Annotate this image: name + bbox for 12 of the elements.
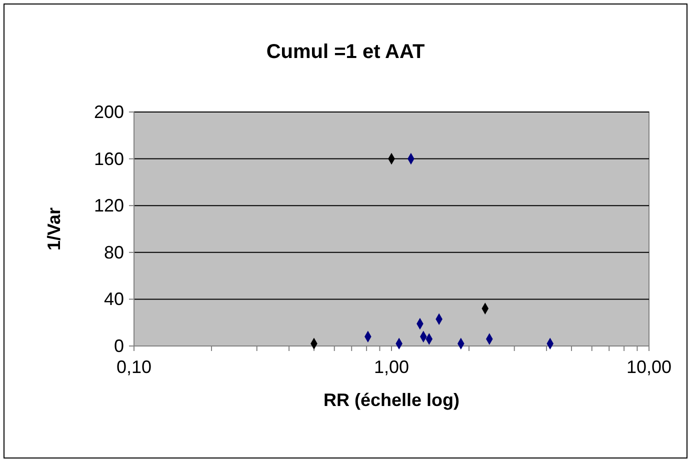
y-tick-label: 200 <box>94 102 124 122</box>
y-tick-label: 0 <box>114 336 124 356</box>
y-tick-label: 120 <box>94 196 124 216</box>
y-tick-label: 40 <box>104 289 124 310</box>
chart-title: Cumul =1 et AAT <box>266 41 425 63</box>
x-tick-label: 1,00 <box>374 357 410 377</box>
y-tick-label: 160 <box>94 148 124 169</box>
x-tick-label: 0,10 <box>116 357 152 377</box>
y-axis-title: 1/Var <box>44 207 64 251</box>
y-tick-label: 80 <box>104 242 124 262</box>
x-tick-label: 10,00 <box>626 357 672 377</box>
x-axis-title: RR (échelle log) <box>323 390 460 410</box>
